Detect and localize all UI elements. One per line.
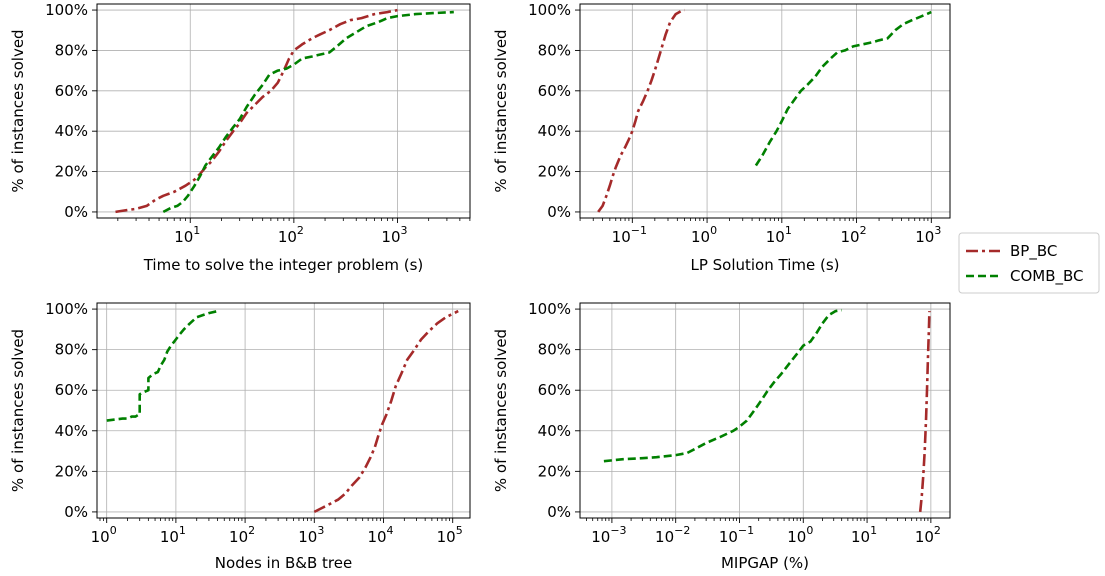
- y-tick-label: 40%: [55, 122, 88, 140]
- x-tick-exponent: 1: [193, 224, 200, 237]
- x-tick-exponent: 4: [387, 524, 394, 537]
- y-tick-label: 80%: [538, 41, 571, 59]
- gridlines: [97, 4, 470, 218]
- y-tick-label: 20%: [538, 163, 571, 181]
- series-line-bp-bc: [597, 8, 685, 213]
- x-tick-exponent: 3: [317, 524, 324, 537]
- y-axis-label: % of instances solved: [492, 329, 510, 492]
- y-tick-label: 20%: [55, 462, 88, 480]
- y-tick-label: 100%: [45, 1, 88, 19]
- x-tick-label: 101: [851, 524, 877, 546]
- y-tick-label: 80%: [55, 41, 88, 59]
- x-tick-exponent: 0: [710, 224, 717, 237]
- series-line-comb-bc: [106, 309, 218, 422]
- y-tick-label: 0%: [64, 503, 88, 521]
- plot-frame: [579, 302, 951, 519]
- x-tick-exponent: 1: [785, 224, 792, 237]
- y-tick-label: 20%: [55, 163, 88, 181]
- y-tick-label: 20%: [538, 462, 571, 480]
- plot-frame: [579, 3, 951, 219]
- x-tick-label: 102: [229, 524, 255, 546]
- legend-box: [958, 232, 1100, 294]
- y-tick-label: 100%: [528, 300, 571, 318]
- x-tick-label: 102: [915, 524, 941, 546]
- x-tick-label: 105: [437, 524, 463, 546]
- x-tick-label: 103: [298, 524, 324, 546]
- series-line-bp-bc: [918, 311, 931, 513]
- y-tick-label: 100%: [45, 300, 88, 318]
- x-tick-exponent: 2: [297, 224, 304, 237]
- x-tick-label: 101: [160, 524, 186, 546]
- x-tick-exponent: 1: [870, 524, 877, 537]
- x-tick-label: 103: [915, 224, 941, 246]
- y-tick-label: 0%: [547, 503, 571, 521]
- x-tick-exponent: 2: [248, 524, 255, 537]
- x-tick-label: 104: [367, 524, 393, 546]
- x-tick-exponent: 2: [934, 524, 941, 537]
- x-tick-label: 100: [91, 524, 117, 546]
- y-axis-label: % of instances solved: [9, 329, 27, 492]
- y-tick-label: 80%: [538, 341, 571, 359]
- x-tick-exponent: −3: [610, 524, 626, 537]
- x-tick-exponent: 3: [934, 224, 941, 237]
- x-tick-label: 102: [278, 224, 304, 246]
- chart-panel-1: 101 102 103 0% 20% 40% 60% 80% 100% Time to solve…: [9, 1, 471, 274]
- y-tick-label: 40%: [55, 422, 88, 440]
- x-tick-label: 10−3: [591, 524, 626, 546]
- y-tick-label: 100%: [528, 1, 571, 19]
- x-tick-label: 10−1: [612, 224, 647, 246]
- legend-label-comb-bc: COMB_BC: [1010, 267, 1084, 286]
- y-tick-label: 80%: [55, 341, 88, 359]
- x-tick-exponent: −1: [738, 524, 754, 537]
- x-tick-label: 100: [787, 524, 813, 546]
- y-tick-label: 60%: [538, 82, 571, 100]
- x-tick-exponent: 2: [860, 224, 867, 237]
- legend-label-bp-bc: BP_BC: [1010, 242, 1057, 261]
- x-axis-label: Time to solve the integer problem (s): [143, 256, 424, 274]
- y-tick-label: 60%: [538, 381, 571, 399]
- x-tick-label: 10−2: [655, 524, 690, 546]
- y-axis-label: % of instances solved: [492, 29, 510, 192]
- chart-panel-4: 10−3 10−2 10−1 100 101 1020%20%40%60%80%100%M…: [492, 300, 951, 572]
- x-axis-label: LP Solution Time (s): [690, 256, 839, 274]
- gridlines: [580, 4, 950, 218]
- x-tick-exponent: 0: [806, 524, 813, 537]
- plot-frame: [96, 302, 471, 519]
- series-line-comb-bc: [603, 308, 842, 463]
- x-tick-label: 100: [691, 224, 717, 246]
- x-tick-exponent: 0: [110, 524, 117, 537]
- x-tick-label: 101: [766, 224, 792, 246]
- x-axis-label: Nodes in B&B tree: [215, 554, 352, 572]
- series-line-bp-bc: [115, 8, 398, 214]
- x-tick-label: 10−1: [719, 524, 754, 546]
- series-line-comb-bc: [754, 10, 932, 167]
- y-tick-label: 0%: [64, 203, 88, 221]
- plot-frame: [96, 3, 471, 219]
- y-tick-label: 60%: [55, 381, 88, 399]
- x-tick-exponent: 3: [401, 224, 408, 237]
- x-tick-exponent: 5: [456, 524, 463, 537]
- chart-panel-3: 100 101 102 103 104 1050%20%40%60%80%100%Node…: [9, 300, 471, 572]
- x-tick-exponent: 1: [179, 524, 186, 537]
- gridlines: [580, 303, 950, 518]
- y-tick-label: 0%: [547, 203, 571, 221]
- x-tick-label: 102: [841, 224, 867, 246]
- x-tick-exponent: −2: [674, 524, 690, 537]
- y-tick-label: 60%: [55, 82, 88, 100]
- x-tick-exponent: −1: [631, 224, 647, 237]
- y-tick-label: 40%: [538, 122, 571, 140]
- legend: BP_BC COMB_BC: [958, 232, 1100, 294]
- series-line-comb-bc: [162, 10, 454, 214]
- y-axis-label: % of instances solved: [9, 29, 27, 192]
- y-tick-label: 40%: [538, 422, 571, 440]
- series-line-bp-bc: [313, 309, 459, 514]
- x-tick-label: 101: [174, 224, 200, 246]
- x-tick-label: 103: [381, 224, 407, 246]
- gridlines: [97, 303, 470, 518]
- x-axis-label: MIPGAP (%): [721, 554, 809, 572]
